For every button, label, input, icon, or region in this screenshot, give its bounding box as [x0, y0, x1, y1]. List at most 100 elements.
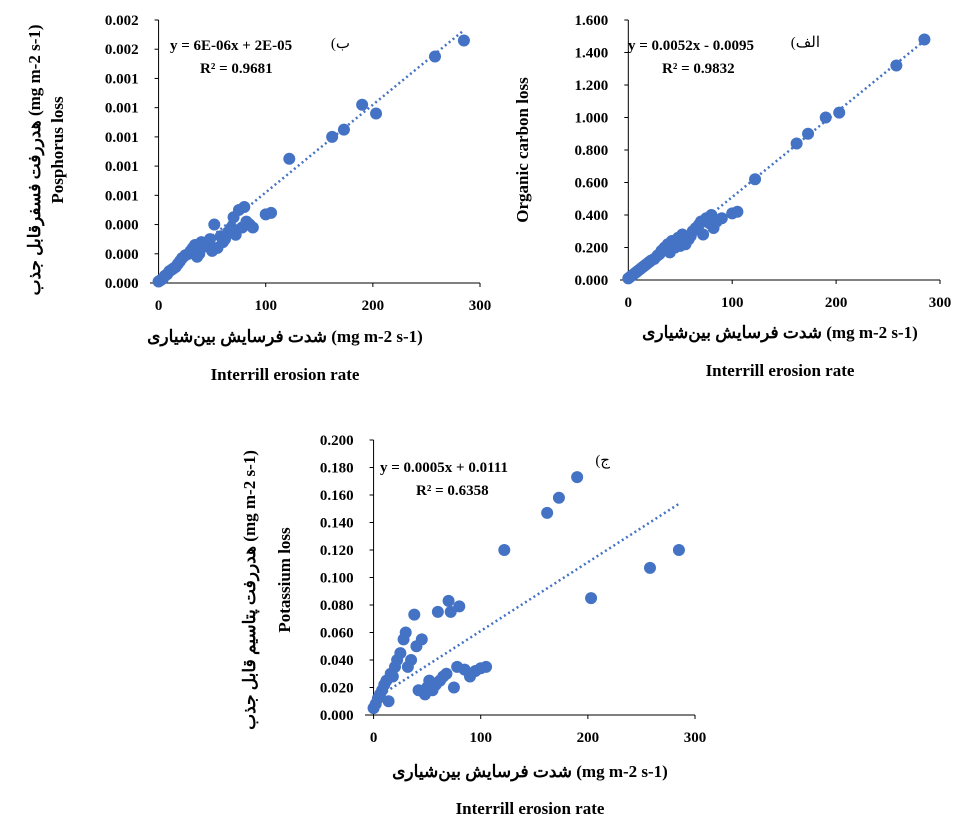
- data-point: [208, 218, 221, 231]
- x-tick-label: 0: [370, 730, 378, 746]
- data-point: [356, 98, 369, 111]
- x-tick-label: 200: [362, 298, 385, 314]
- y-tick-label: 0.002: [105, 42, 139, 58]
- data-point: [431, 605, 444, 618]
- data-point: [265, 206, 278, 219]
- y-axis-label-persian: هدررفت پتاسیم قابل جذب (mg m-2 s-1): [240, 450, 260, 730]
- data-point: [890, 59, 903, 72]
- x-tick-label: 300: [684, 730, 707, 746]
- y-tick-label: 0.100: [320, 571, 354, 587]
- data-point: [442, 594, 455, 607]
- y-tick-label: 0.001: [105, 159, 139, 175]
- x-axis-label-persian: شدت فرسایش بین‌شیاری (mg m-2 s-1): [147, 327, 423, 347]
- trendline-equation: y = 0.0052x - 0.0095: [628, 38, 754, 54]
- y-tick-label: 0.000: [320, 708, 354, 724]
- data-point: [790, 137, 803, 150]
- data-point: [447, 681, 460, 694]
- x-tick-label: 300: [929, 295, 952, 311]
- y-tick-label: 0.180: [320, 461, 354, 477]
- r-squared-label: R² = 0.6358: [416, 483, 489, 499]
- y-tick-label: 0.000: [105, 247, 139, 263]
- y-tick-label: 0.002: [105, 13, 139, 29]
- data-point: [552, 491, 565, 504]
- x-axis-label-persian: شدت فرسایش بین‌شیاری (mg m-2 s-1): [392, 762, 668, 782]
- y-tick-label: 1.600: [575, 13, 609, 29]
- y-tick-label: 0.000: [575, 273, 609, 289]
- data-point: [326, 130, 339, 143]
- data-point: [193, 247, 206, 260]
- y-tick-label: 0.120: [320, 543, 354, 559]
- y-tick-label: 0.200: [320, 433, 354, 449]
- x-tick-label: 100: [254, 298, 277, 314]
- y-tick-label: 1.400: [575, 46, 609, 62]
- data-point: [453, 600, 466, 613]
- y-axis-label: Potassium loss: [275, 527, 294, 633]
- x-tick-label: 200: [577, 730, 600, 746]
- data-point: [644, 561, 656, 574]
- y-tick-label: 0.001: [105, 188, 139, 204]
- panel-label: ب): [331, 36, 350, 52]
- y-tick-label: 0.040: [320, 653, 354, 669]
- data-point: [833, 106, 846, 119]
- r-squared-label: R² = 0.9832: [662, 61, 735, 77]
- data-point: [697, 228, 710, 241]
- trendline-equation: y = 0.0005x + 0.0111: [380, 460, 508, 476]
- data-point: [386, 670, 399, 683]
- chart-panel-3: 0.000 0.020 0.040 0.060 0.080 0.100 0.120 0.140…: [240, 433, 706, 818]
- data-point: [394, 647, 407, 660]
- data-point: [440, 667, 453, 680]
- x-axis-label-persian: شدت فرسایش بین‌شیاری (mg m-2 s-1): [642, 323, 918, 343]
- data-point: [337, 123, 350, 136]
- r-squared-label: R² = 0.9681: [200, 61, 273, 77]
- x-tick-label: 200: [825, 295, 848, 311]
- data-point: [246, 221, 259, 234]
- data-point: [715, 212, 728, 225]
- y-tick-label: 0.001: [105, 71, 139, 87]
- data-point: [408, 608, 421, 621]
- y-tick-label: 1.000: [575, 111, 609, 127]
- y-tick-label: 0.000: [105, 218, 139, 234]
- data-point: [749, 173, 762, 186]
- data-point: [415, 633, 428, 646]
- data-point: [429, 50, 441, 63]
- data-point: [444, 605, 457, 618]
- y-tick-label: 0.001: [105, 101, 139, 117]
- y-tick-label: 0.600: [575, 176, 609, 192]
- data-point: [585, 592, 598, 605]
- data-point: [802, 127, 815, 140]
- x-tick-label: 100: [721, 295, 744, 311]
- data-point: [204, 233, 216, 246]
- y-axis-label: Organic carbon loss: [513, 77, 532, 223]
- y-axis-label: Posphorus loss: [48, 96, 67, 204]
- data-point: [399, 626, 412, 639]
- data-point: [819, 111, 832, 124]
- x-axis-label: Interrill erosion rate: [706, 361, 855, 380]
- data-point: [731, 205, 744, 218]
- y-tick-label: 0.140: [320, 516, 354, 532]
- x-tick-label: 100: [469, 730, 492, 746]
- y-tick-label: 0.060: [320, 626, 354, 642]
- data-point: [571, 471, 584, 484]
- y-tick-label: 0.080: [320, 598, 354, 614]
- x-tick-label: 0: [625, 295, 633, 311]
- x-axis-label: Interrill erosion rate: [211, 365, 360, 384]
- y-tick-label: 0.000: [105, 276, 139, 292]
- y-tick-label: 0.400: [575, 208, 609, 224]
- x-tick-label: 0: [155, 298, 163, 314]
- data-point: [283, 152, 296, 165]
- x-tick-label: 300: [469, 298, 492, 314]
- x-axis-label: Interrill erosion rate: [456, 799, 605, 818]
- data-point: [382, 695, 395, 708]
- y-tick-label: 0.200: [575, 241, 609, 257]
- data-point: [405, 654, 418, 666]
- y-tick-label: 1.200: [575, 78, 609, 94]
- data-point: [918, 33, 931, 46]
- y-axis-label-persian: هدررفت فسفرقابل جذب (mg m-2 s-1): [25, 24, 45, 295]
- plot-area: [365, 440, 695, 715]
- chart-panel-2: 0.000 0.200 0.400 0.600 0.800 1.000 1.200 1.400…: [513, 13, 951, 380]
- trendline: [372, 502, 680, 701]
- y-tick-label: 0.001: [105, 130, 139, 146]
- data-point: [238, 201, 251, 214]
- trendline-equation: y = 6E-06x + 2E-05: [170, 38, 292, 54]
